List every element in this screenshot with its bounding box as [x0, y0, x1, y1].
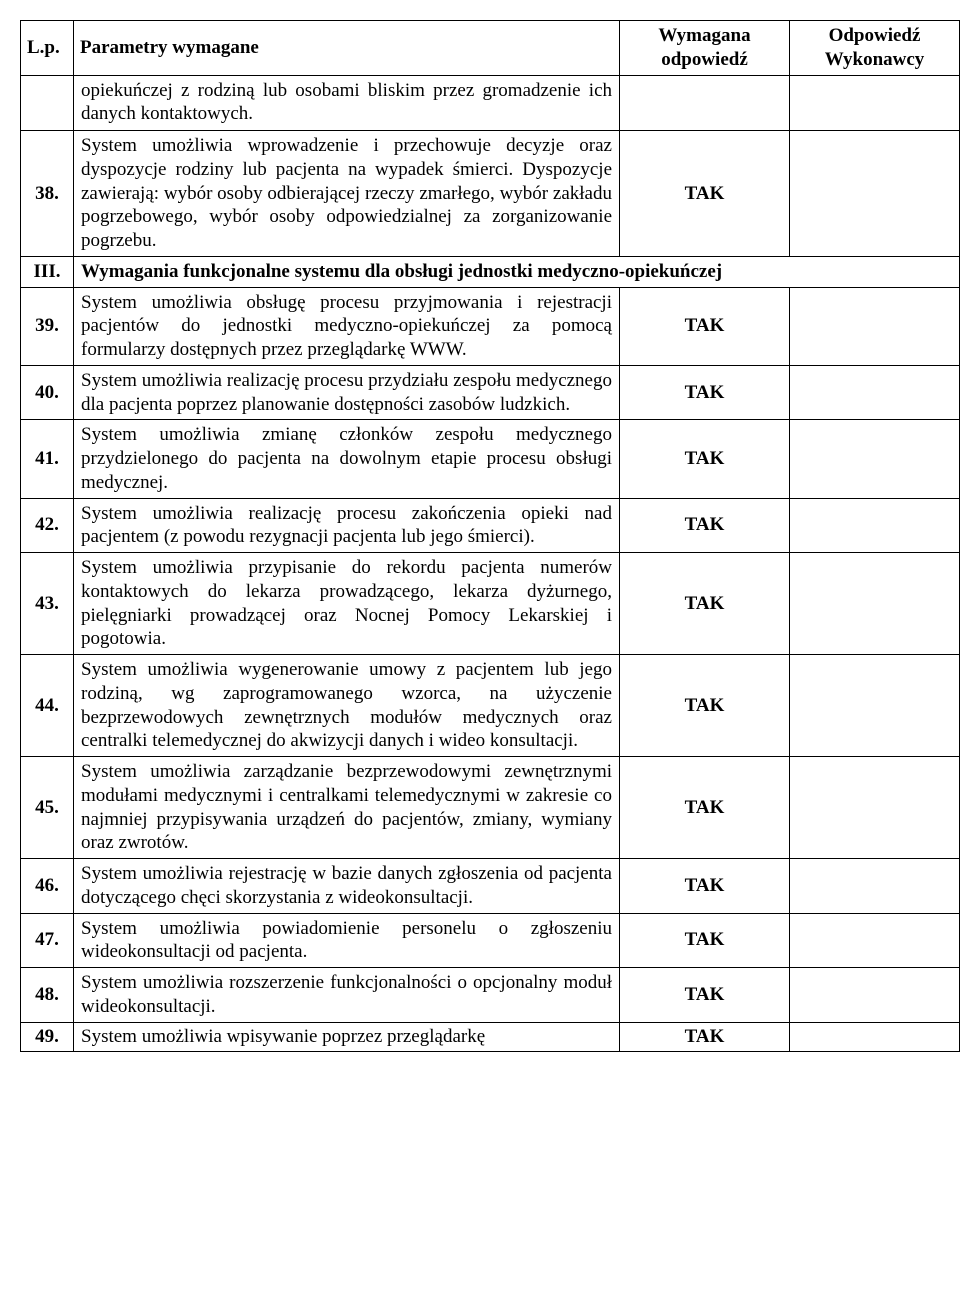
cell-lp: 48. — [21, 968, 74, 1023]
cell-answer — [790, 968, 960, 1023]
cell-param: System umożliwia obsługę procesu przyjmo… — [74, 287, 620, 365]
table-row: 47.System umożliwia powiadomienie person… — [21, 913, 960, 968]
cell-lp: 38. — [21, 131, 74, 257]
cell-answer — [790, 420, 960, 498]
table-body: opiekuńczej z rodziną lub osobami bliski… — [21, 75, 960, 1052]
cell-param: System umożliwia przypisanie do rekordu … — [74, 553, 620, 655]
cell-param: System umożliwia zmianę członków zespołu… — [74, 420, 620, 498]
cell-required: TAK — [620, 757, 790, 859]
cell-answer — [790, 287, 960, 365]
table-row: 38.System umożliwia wprowadzenie i przec… — [21, 131, 960, 257]
table-row: 48.System umożliwia rozszerzenie funkcjo… — [21, 968, 960, 1023]
cell-param: opiekuńczej z rodziną lub osobami bliski… — [74, 75, 620, 131]
cell-param: System umożliwia rejestrację w bazie dan… — [74, 859, 620, 914]
cell-required: TAK — [620, 553, 790, 655]
cell-lp: 39. — [21, 287, 74, 365]
table-row: 46.System umożliwia rejestrację w bazie … — [21, 859, 960, 914]
cell-lp: 42. — [21, 498, 74, 553]
header-required-line1: Wymagana — [658, 25, 750, 46]
cell-answer — [790, 859, 960, 914]
table-row: 44.System umożliwia wygenerowanie umowy … — [21, 655, 960, 757]
cell-required: TAK — [620, 420, 790, 498]
cell-param: System umożliwia realizację procesu zako… — [74, 498, 620, 553]
header-lp: L.p. — [21, 21, 74, 76]
cell-lp: 45. — [21, 757, 74, 859]
header-answer-line2: Wykonawcy — [825, 49, 925, 70]
section-title: Wymagania funkcjonalne systemu dla obsłu… — [74, 256, 960, 287]
cell-answer — [790, 365, 960, 420]
table-row: 42.System umożliwia realizację procesu z… — [21, 498, 960, 553]
cell-answer — [790, 131, 960, 257]
table-row: 45.System umożliwia zarządzanie bezprzew… — [21, 757, 960, 859]
cell-answer — [790, 498, 960, 553]
cell-required: TAK — [620, 498, 790, 553]
cell-lp: 43. — [21, 553, 74, 655]
cell-required: TAK — [620, 131, 790, 257]
cell-answer — [790, 1022, 960, 1052]
table-row: 49.System umożliwia wpisywanie poprzez p… — [21, 1022, 960, 1052]
cell-lp: 49. — [21, 1022, 74, 1052]
cell-required: TAK — [620, 968, 790, 1023]
cell-answer — [790, 757, 960, 859]
cell-param: System umożliwia wpisywanie poprzez prze… — [74, 1022, 620, 1052]
cell-required: TAK — [620, 655, 790, 757]
cell-param: System umożliwia wprowadzenie i przechow… — [74, 131, 620, 257]
cell-answer — [790, 655, 960, 757]
cell-answer — [790, 913, 960, 968]
table-row: 43.System umożliwia przypisanie do rekor… — [21, 553, 960, 655]
requirements-table: L.p. Parametry wymagane Wymagana odpowie… — [20, 20, 960, 1052]
cell-answer — [790, 75, 960, 131]
section-lp: III. — [21, 256, 74, 287]
cell-required: TAK — [620, 1022, 790, 1052]
header-required: Wymagana odpowiedź — [620, 21, 790, 76]
cell-lp: 46. — [21, 859, 74, 914]
cell-lp — [21, 75, 74, 131]
header-answer-line1: Odpowiedź — [829, 25, 921, 46]
table-row: 40.System umożliwia realizację procesu p… — [21, 365, 960, 420]
table-row: opiekuńczej z rodziną lub osobami bliski… — [21, 75, 960, 131]
cell-lp: 41. — [21, 420, 74, 498]
cell-required: TAK — [620, 913, 790, 968]
cell-required: TAK — [620, 859, 790, 914]
header-answer: Odpowiedź Wykonawcy — [790, 21, 960, 76]
cell-required — [620, 75, 790, 131]
table-row: 39.System umożliwia obsługę procesu przy… — [21, 287, 960, 365]
header-required-line2: odpowiedź — [661, 49, 748, 70]
section-row: III.Wymagania funkcjonalne systemu dla o… — [21, 256, 960, 287]
table-header: L.p. Parametry wymagane Wymagana odpowie… — [21, 21, 960, 76]
cell-param: System umożliwia rozszerzenie funkcjonal… — [74, 968, 620, 1023]
table-row: 41.System umożliwia zmianę członków zesp… — [21, 420, 960, 498]
cell-param: System umożliwia zarządzanie bezprzewodo… — [74, 757, 620, 859]
cell-param: System umożliwia powiadomienie personelu… — [74, 913, 620, 968]
cell-lp: 40. — [21, 365, 74, 420]
cell-required: TAK — [620, 287, 790, 365]
cell-required: TAK — [620, 365, 790, 420]
cell-answer — [790, 553, 960, 655]
cell-lp: 44. — [21, 655, 74, 757]
header-param: Parametry wymagane — [74, 21, 620, 76]
cell-lp: 47. — [21, 913, 74, 968]
cell-param: System umożliwia wygenerowanie umowy z p… — [74, 655, 620, 757]
cell-param: System umożliwia realizację procesu przy… — [74, 365, 620, 420]
